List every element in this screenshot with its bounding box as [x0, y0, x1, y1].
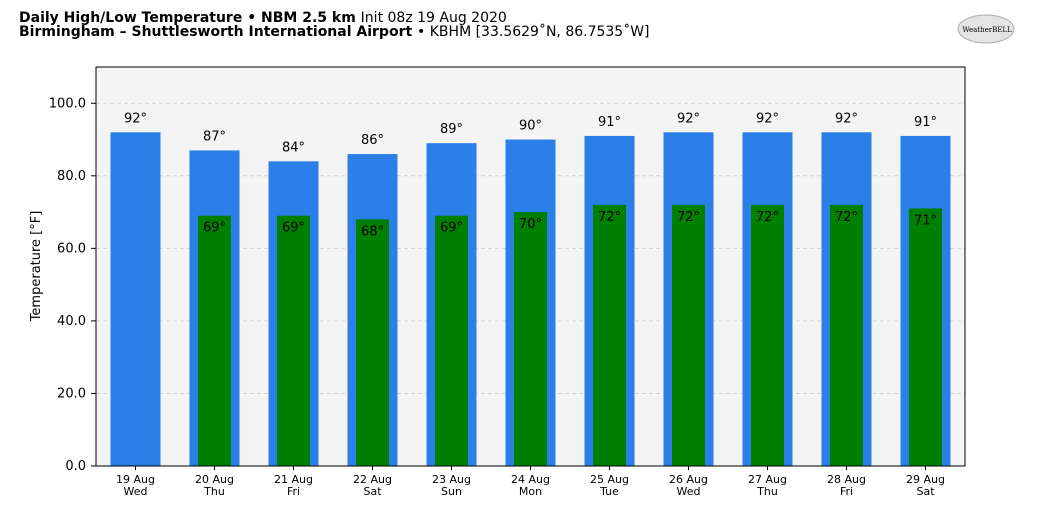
- x-tick-label: 20 Aug: [195, 473, 234, 486]
- x-tick-label: 28 Aug: [827, 473, 866, 486]
- bar: [909, 208, 942, 467]
- chart-subtitle: Birmingham – Shuttlesworth International…: [19, 24, 412, 40]
- value-label: 70°: [519, 217, 542, 232]
- x-tick-label: 23 Aug: [432, 473, 471, 486]
- x-tick-label: 22 Aug: [353, 473, 392, 486]
- bar: [110, 132, 161, 467]
- value-label: 89°: [440, 122, 463, 137]
- value-label: 91°: [914, 115, 937, 130]
- x-tick-label: 24 Aug: [511, 473, 550, 486]
- value-label: 69°: [203, 221, 226, 236]
- y-axis-label: Temperature [°F]: [29, 211, 44, 323]
- x-tick-label: Sat: [916, 485, 935, 498]
- subtitle-line: Birmingham – Shuttlesworth International…: [19, 23, 650, 40]
- subtitle-note: • KBHM [33.5629˚N, 86.7535˚W]: [417, 23, 649, 40]
- bar: [751, 204, 784, 466]
- bar: [356, 219, 389, 466]
- y-tick-label: 100.0: [49, 96, 86, 111]
- x-tick-label: 25 Aug: [590, 473, 629, 486]
- title-note: Init 08z 19 Aug 2020: [361, 10, 507, 26]
- chart-title: Daily High/Low Temperature • NBM 2.5 km: [19, 10, 356, 26]
- bar: [593, 204, 626, 466]
- x-tick-label: 21 Aug: [274, 473, 313, 486]
- x-tick-label: Thu: [756, 485, 778, 498]
- x-tick-label: 29 Aug: [906, 473, 945, 486]
- title-line: Daily High/Low Temperature • NBM 2.5 km …: [19, 10, 507, 26]
- y-tick-label: 40.0: [57, 314, 86, 329]
- bar: [514, 212, 547, 466]
- x-tick-label: Thu: [203, 485, 225, 498]
- value-label: 68°: [361, 224, 384, 239]
- plot-frame: [95, 66, 966, 467]
- bar: [277, 215, 310, 466]
- value-label: 72°: [677, 210, 700, 225]
- x-tick-label: Fri: [840, 485, 853, 498]
- value-label: 71°: [914, 213, 937, 228]
- y-tick-label: 80.0: [57, 169, 86, 184]
- x-tick-label: Mon: [519, 485, 542, 498]
- x-tick-label: Fri: [287, 485, 300, 498]
- value-label: 91°: [598, 115, 621, 130]
- x-tick-label: Wed: [677, 485, 701, 498]
- value-label: 90°: [519, 119, 542, 134]
- bar: [435, 215, 468, 466]
- y-tick-label: 20.0: [57, 386, 86, 401]
- y-tick-label: 60.0: [57, 241, 86, 256]
- value-label: 69°: [282, 221, 305, 236]
- value-label: 92°: [835, 111, 858, 126]
- x-tick-label: Tue: [599, 485, 619, 498]
- x-tick-label: 27 Aug: [748, 473, 787, 486]
- value-label: 86°: [361, 133, 384, 148]
- value-label: 69°: [440, 221, 463, 236]
- bar: [198, 215, 231, 466]
- x-tick-label: Wed: [124, 485, 148, 498]
- value-label: 72°: [835, 210, 858, 225]
- logo: [957, 14, 1015, 44]
- value-label: 87°: [203, 129, 226, 144]
- x-tick-label: 26 Aug: [669, 473, 708, 486]
- value-label: 92°: [756, 111, 779, 126]
- x-tick-label: Sat: [363, 485, 382, 498]
- value-label: 92°: [677, 111, 700, 126]
- y-tick-label: 0.0: [65, 459, 86, 474]
- bar: [830, 204, 863, 466]
- value-label: 72°: [598, 210, 621, 225]
- logo-text: WeatherBELL: [962, 26, 1012, 34]
- value-label: 92°: [124, 111, 147, 126]
- x-tick-label: 19 Aug: [116, 473, 155, 486]
- bar: [672, 204, 705, 466]
- value-label: 84°: [282, 140, 305, 155]
- x-tick-label: Sun: [441, 485, 462, 498]
- value-label: 72°: [756, 210, 779, 225]
